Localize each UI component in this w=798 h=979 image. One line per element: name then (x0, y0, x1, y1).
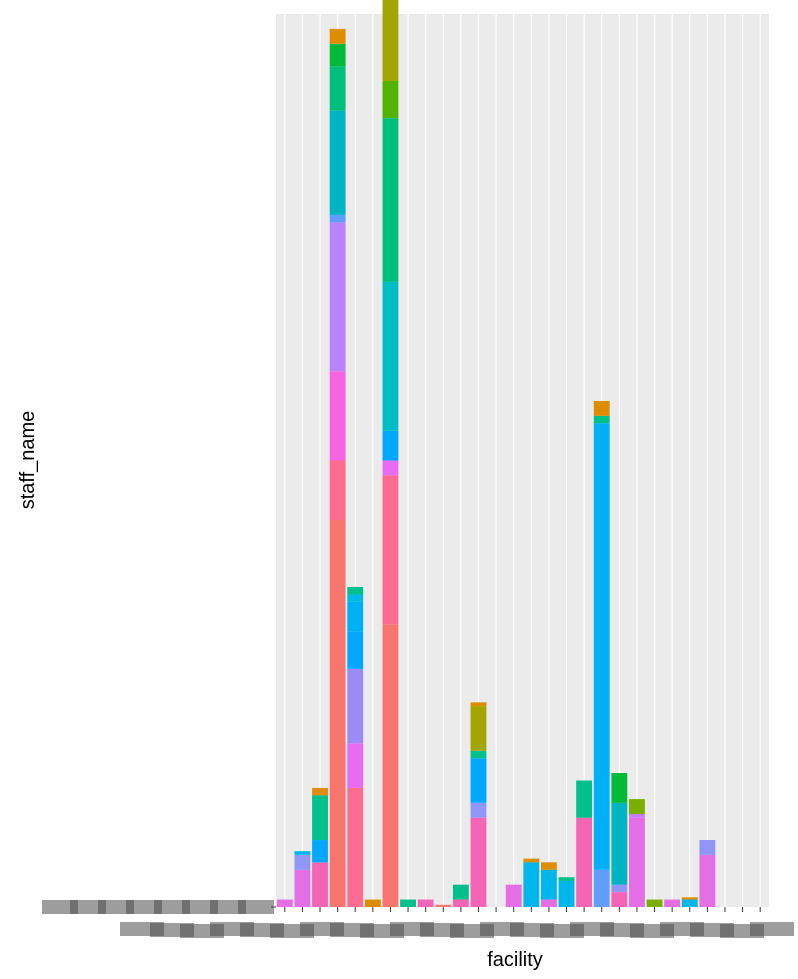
bar-segment-3-2 (312, 840, 328, 863)
bar-segment-5-5 (347, 601, 364, 632)
bar-segment-6-1 (364, 899, 381, 907)
y-tick-label-glyphs-3 (98, 900, 134, 914)
y-tick-label-glyphs-5 (154, 900, 190, 914)
x-axis-title: facility (487, 949, 543, 971)
bar-segment-20-2 (611, 884, 628, 893)
bar-segment-5-4 (347, 631, 364, 669)
bar-segment-3-1 (312, 862, 328, 907)
y-tick-label-glyphs-1 (42, 900, 78, 914)
bar-segment-14-1 (505, 884, 522, 907)
bar-segment-17-1 (558, 880, 575, 907)
bar-segment-15-1 (523, 862, 540, 907)
bar-segment-12-2 (470, 802, 487, 818)
bar-segment-7-5 (382, 281, 399, 431)
y-axis-title: staff_name (17, 411, 39, 510)
bar-segment-25-1 (699, 854, 716, 907)
bar-segment-20-3 (611, 802, 628, 885)
bar-segment-25-2 (699, 840, 716, 855)
y-tick-label-glyphs-6 (182, 900, 218, 914)
bar-segment-23-1 (664, 899, 681, 907)
y-axis (42, 900, 276, 914)
bar-segment-16-2 (540, 869, 557, 900)
y-tick-label-glyphs-8 (238, 900, 274, 914)
bar-segment-21-3 (629, 799, 645, 814)
bar-segment-9-1 (417, 899, 434, 907)
bar-segment-1-1 (276, 899, 293, 907)
bar-segment-19-1 (593, 869, 610, 907)
bar-segment-2-1 (294, 869, 311, 907)
bar-segment-20-4 (611, 773, 628, 803)
bar-segment-15-2 (523, 858, 540, 863)
bar-segment-2-2 (294, 854, 311, 870)
bar-segment-11-2 (452, 884, 469, 900)
bar-segment-10-1 (435, 904, 452, 907)
bar-segment-3-4 (312, 787, 328, 796)
y-tick-label-glyphs-4 (126, 900, 162, 914)
bar-segment-20-1 (611, 892, 628, 907)
bar-segment-16-3 (540, 862, 557, 870)
bar-segment-7-2 (382, 475, 399, 625)
bar-segment-21-1 (629, 817, 645, 907)
bar-segment-4-3 (329, 371, 346, 461)
bar-segment-7-7 (382, 80, 399, 119)
bar-segment-4-9 (329, 28, 346, 44)
bar-segment-11-1 (452, 899, 469, 907)
bar-segment-18-1 (576, 817, 593, 907)
bar-segment-19-4 (593, 400, 610, 416)
bar-segment-5-3 (347, 668, 364, 744)
bar-segment-16-1 (540, 899, 557, 907)
bar-segment-18-2 (576, 780, 593, 818)
bar-segment-19-3 (593, 415, 610, 424)
bar-segment-24-2 (681, 897, 698, 900)
bar-segment-12-3 (470, 758, 487, 803)
bar-segment-19-2 (593, 423, 610, 870)
bar-segment-7-4 (382, 430, 399, 461)
bar-segment-12-4 (470, 750, 487, 759)
bar-segment-4-1 (329, 520, 346, 907)
bars (276, 0, 716, 907)
gridlines (284, 14, 761, 907)
y-tick-label-glyphs-2 (70, 900, 106, 914)
bar-segment-12-5 (470, 706, 487, 751)
bar-segment-7-6 (382, 118, 399, 282)
bar-segment-12-6 (470, 702, 487, 707)
bar-segment-4-2 (329, 460, 346, 521)
bar-segment-4-6 (329, 110, 346, 215)
bar-segment-21-2 (629, 813, 645, 818)
x-tick-label-glyphs-22 (750, 922, 794, 936)
bar-segment-22-1 (646, 899, 663, 907)
bar-segment-12-1 (470, 817, 487, 907)
bar-segment-7-1 (382, 624, 399, 907)
bar-segment-24-1 (681, 899, 698, 907)
bar-segment-5-6 (347, 594, 364, 602)
bar-segment-4-8 (329, 43, 346, 67)
bar-segment-17-2 (558, 877, 575, 881)
x-tick-labels-overlap (120, 922, 794, 938)
bar-segment-5-7 (347, 587, 364, 595)
bar-segment-5-2 (347, 743, 364, 788)
bar-segment-5-1 (347, 787, 364, 907)
x-axis-ticks (120, 907, 794, 938)
bar-segment-7-8 (382, 0, 399, 81)
y-tick-label-glyphs-7 (210, 900, 246, 914)
bar-segment-4-7 (329, 66, 346, 111)
bar-segment-7-3 (382, 460, 399, 476)
bar-segment-4-5 (329, 214, 346, 223)
bar-segment-2-3 (294, 851, 311, 855)
bar-segment-4-4 (329, 222, 346, 372)
bar-segment-8-1 (400, 899, 416, 907)
bar-segment-3-3 (312, 795, 328, 841)
